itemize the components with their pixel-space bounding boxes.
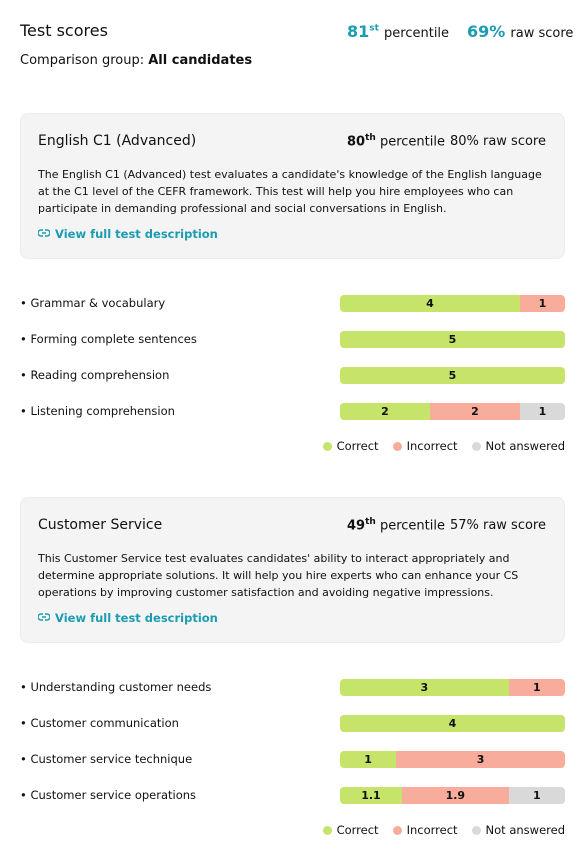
percentile-label: percentile	[384, 26, 450, 41]
legend-label: Correct	[336, 439, 379, 453]
test-name: English C1 (Advanced)	[38, 133, 197, 149]
skill-text: Customer communication	[30, 716, 179, 730]
raw-label: raw score	[510, 26, 574, 41]
bar-segment: 1	[520, 295, 565, 312]
percentile-suffix: th	[365, 133, 376, 143]
skill-text: Reading comprehension	[30, 368, 170, 382]
percentile-label: percentile	[379, 518, 445, 534]
bar-segment: 1.1	[340, 787, 402, 804]
skill-text: Listening comprehension	[30, 404, 175, 418]
bar-segment: 2	[340, 403, 430, 420]
test-raw-score: 80% raw score	[449, 134, 546, 149]
percentile-value: 81	[347, 22, 370, 41]
bar-segment: 1	[520, 403, 565, 420]
test-name: Customer Service	[38, 517, 163, 533]
comparison-label: Comparison group:	[20, 53, 145, 68]
test-description: The English C1 (Advanced) test evaluates…	[38, 168, 542, 215]
skill-text: Forming complete sentences	[30, 332, 197, 346]
percentile-label: percentile	[379, 134, 445, 150]
legend-item: Correct	[322, 823, 379, 837]
skill-name: • Forming complete sentences	[20, 332, 197, 346]
bar-segment: 4	[340, 295, 520, 312]
legend-dot	[392, 826, 402, 835]
test-raw-score: 57% raw score	[449, 518, 546, 533]
skill-name: • Customer service technique	[20, 752, 193, 766]
overall-percentile: 81st percentile	[347, 22, 449, 41]
test-description: This Customer Service test evaluates can…	[38, 552, 519, 599]
overall-raw: 69% raw score	[467, 22, 573, 41]
legend-dot	[322, 826, 332, 835]
raw-value: 69%	[467, 22, 506, 41]
skill-text: Understanding customer needs	[30, 680, 212, 694]
bar-segment: 5	[340, 367, 565, 384]
legend: Correct Incorrect Not answered	[322, 439, 565, 453]
skill-text: Grammar & vocabulary	[30, 296, 166, 310]
bar-segment: 3	[340, 679, 509, 696]
bar-segment: 1	[508, 679, 565, 696]
legend-label: Incorrect	[406, 439, 458, 453]
legend-label: Incorrect	[406, 823, 458, 837]
skill-name: • Grammar & vocabulary	[20, 296, 166, 310]
test-card: English C1 (Advanced) 80th percentile 80% …	[20, 113, 565, 259]
skill-text: Customer service technique	[30, 752, 193, 766]
skill-name: • Reading comprehension	[20, 368, 170, 382]
link[interactable]: View full test description	[37, 611, 218, 625]
test-percentile: 49th percentile	[347, 517, 445, 533]
title: Test scores	[20, 21, 108, 40]
percentile-suffix: st	[369, 23, 379, 34]
comparison: Comparison group: All candidates	[20, 53, 252, 68]
legend-label: Not answered	[485, 439, 565, 453]
link-text[interactable]: View full test description	[55, 611, 218, 625]
legend-dot	[322, 442, 332, 451]
legend-label: Not answered	[485, 823, 565, 837]
test-percentile: 80th percentile	[347, 133, 445, 149]
link-text[interactable]: View full test description	[55, 227, 218, 241]
bar-segment: 4	[340, 715, 565, 732]
bar-segment: 2	[430, 403, 520, 420]
legend-item: Correct	[322, 439, 379, 453]
link[interactable]: View full test description	[37, 227, 218, 241]
legend: Correct Incorrect Not answered	[322, 823, 565, 837]
legend-item: Not answered	[471, 823, 565, 837]
legend-label: Correct	[336, 823, 379, 837]
link-icon	[37, 613, 51, 621]
test-card: Customer Service 49th percentile 57% raw s…	[20, 497, 565, 643]
bar-segment: 1	[508, 787, 565, 804]
percentile-value: 80	[347, 134, 366, 150]
skill-text: Customer service operations	[30, 788, 197, 802]
skill-name: • Customer communication	[20, 716, 179, 730]
percentile-suffix: th	[365, 517, 376, 527]
skill-name: • Understanding customer needs	[20, 680, 212, 694]
skill-name: • Listening comprehension	[20, 404, 175, 418]
legend-dot	[471, 442, 481, 451]
bar-segment: 5	[340, 331, 565, 348]
skill-name: • Customer service operations	[20, 788, 197, 802]
link-icon	[37, 229, 51, 237]
percentile-value: 49	[347, 518, 366, 534]
legend-item: Incorrect	[392, 823, 458, 837]
legend-dot	[471, 826, 481, 835]
bar-segment: 1.9	[401, 787, 509, 804]
bar-segment: 1	[340, 751, 397, 768]
bar-segment: 3	[396, 751, 565, 768]
legend-item: Incorrect	[392, 439, 458, 453]
comparison-value: All candidates	[148, 53, 253, 68]
legend-dot	[392, 442, 402, 451]
legend-item: Not answered	[471, 439, 565, 453]
